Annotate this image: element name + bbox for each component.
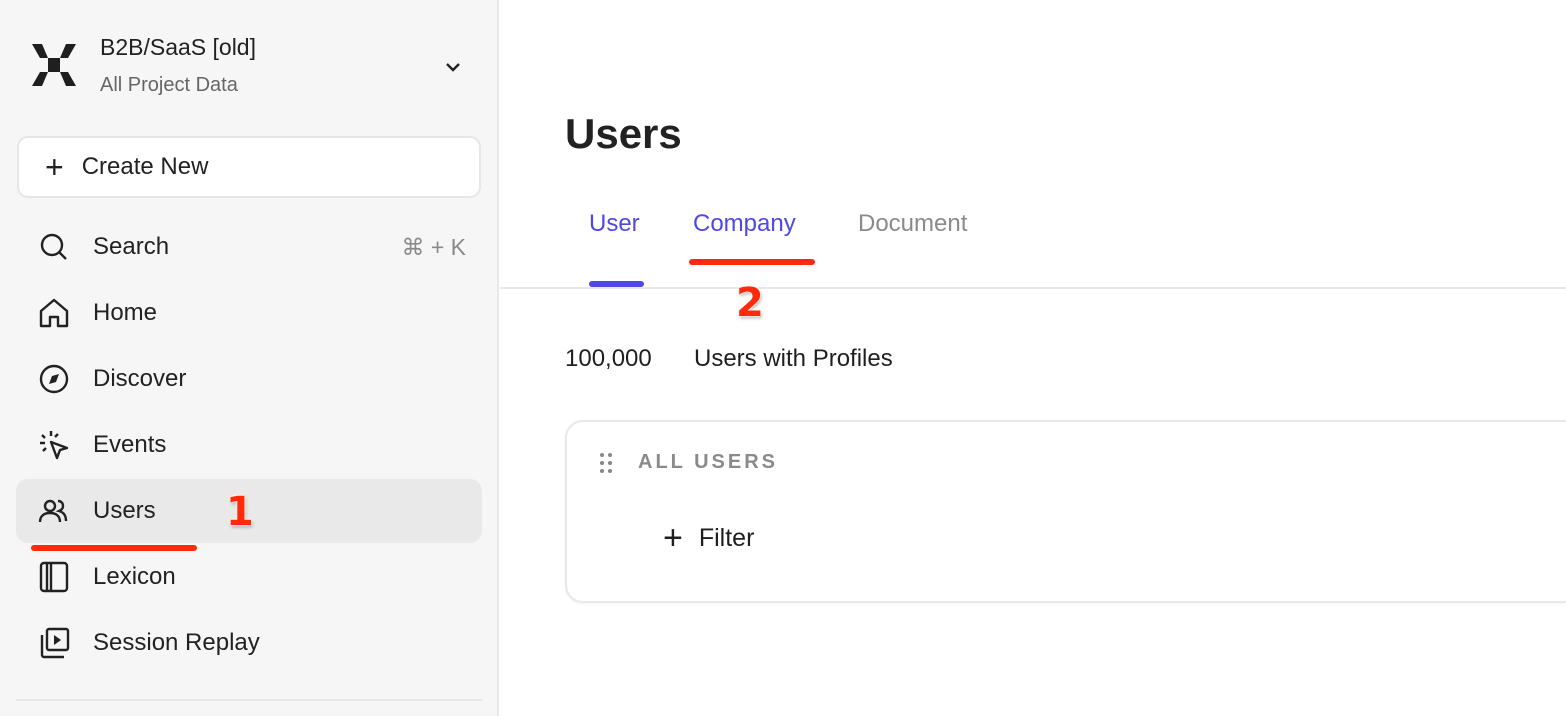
drag-handle-icon[interactable] (598, 452, 614, 474)
cursor-click-icon (40, 431, 69, 460)
compass-icon (39, 364, 69, 394)
sidebar-item-label: Discover (93, 365, 187, 392)
tab-user[interactable]: User (589, 210, 640, 237)
annotation-step-2: 2 (736, 280, 764, 326)
create-new-button[interactable]: + Create New (17, 136, 481, 198)
sidebar-item-label: Users (93, 497, 156, 524)
plus-icon: + (45, 149, 64, 185)
create-new-label: Create New (81, 153, 209, 180)
user-count: 100,000 (565, 345, 652, 372)
sidebar-item-home[interactable]: Home (16, 281, 482, 345)
sidebar-item-search[interactable]: Search ⌘ + K (16, 215, 482, 279)
tabs-divider (500, 287, 1566, 289)
sidebar-item-label: Session Replay (93, 629, 260, 656)
users-icon (38, 499, 68, 523)
active-tab-indicator (589, 281, 644, 287)
annotation-step-1: 1 (226, 489, 254, 535)
project-title[interactable]: B2B/SaaS [old] (100, 34, 256, 60)
sidebar-item-label: Search (93, 233, 170, 260)
project-subtitle: All Project Data (100, 74, 238, 96)
sidebar-divider (16, 699, 482, 701)
play-stack-icon (40, 627, 70, 659)
annotation-underline-users (31, 545, 197, 551)
sidebar-item-users[interactable]: Users (16, 479, 482, 543)
sidebar-item-session-replay[interactable]: Session Replay (16, 611, 482, 675)
chevron-down-icon[interactable] (442, 56, 464, 78)
sidebar-item-label: Home (93, 299, 158, 326)
card-heading: ALL USERS (638, 451, 778, 473)
page-title: Users (565, 110, 682, 157)
sidebar: B2B/SaaS [old] All Project Data + Create… (0, 0, 499, 716)
book-icon (39, 561, 69, 593)
sidebar-item-label: Lexicon (93, 563, 176, 590)
sidebar-item-lexicon[interactable]: Lexicon (16, 545, 482, 609)
sidebar-item-events[interactable]: Events (16, 413, 482, 477)
keyboard-shortcut: ⌘ + K (401, 233, 466, 260)
search-icon (40, 233, 67, 260)
mixpanel-logo (32, 44, 76, 86)
filter-label: Filter (698, 523, 755, 552)
all-users-card: ALL USERS + Filter (565, 420, 1566, 603)
annotation-underline-company (689, 259, 815, 265)
tab-company[interactable]: Company (693, 210, 796, 237)
sidebar-item-label: Events (93, 431, 167, 458)
home-icon (39, 298, 69, 328)
tab-document[interactable]: Document (858, 210, 968, 237)
add-filter-button[interactable]: + Filter (663, 521, 754, 555)
plus-icon: + (663, 519, 683, 557)
user-count-label: Users with Profiles (694, 345, 893, 372)
sidebar-item-discover[interactable]: Discover (16, 347, 482, 411)
